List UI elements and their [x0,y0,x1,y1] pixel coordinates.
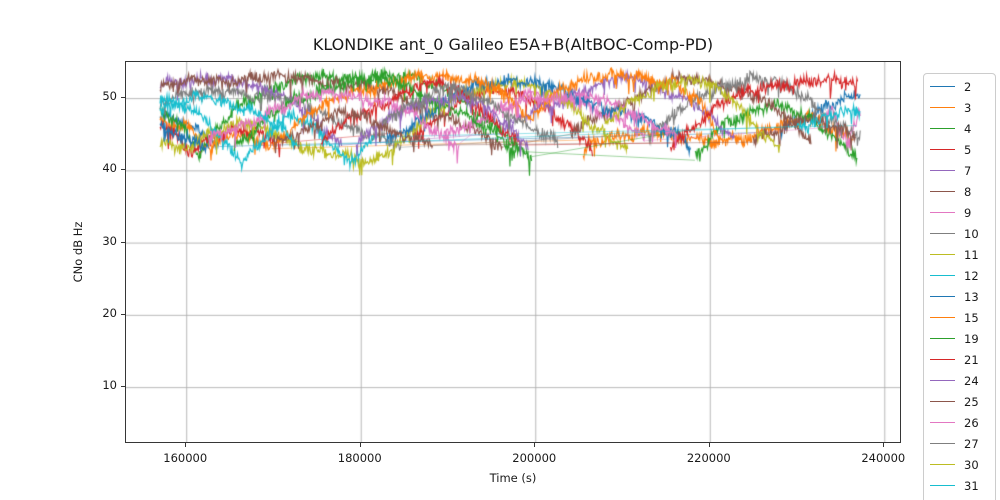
legend-label: 12 [964,268,979,283]
x-tick-label: 180000 [337,451,382,465]
legend-label: 7 [964,163,972,178]
y-tick-mark [121,241,125,243]
y-tick-label: 10 [102,378,117,393]
legend-line-swatch [930,233,955,234]
legend-label: 10 [964,226,979,241]
legend-entry-26: 26 [930,412,995,433]
x-tick-label: 220000 [686,451,731,465]
legend-line-swatch [930,485,955,486]
legend-line-swatch [930,170,955,171]
legend-entry-3: 3 [930,97,995,118]
y-tick-label: 40 [102,161,117,176]
x-tick-mark [534,443,536,447]
legend-entry-33: 33 [930,496,995,500]
legend-entry-13: 13 [930,286,995,307]
x-tick-mark [708,443,710,447]
legend-entry-30: 30 [930,454,995,475]
legend-entry-15: 15 [930,307,995,328]
legend-label: 4 [964,121,972,136]
x-tick-mark [359,443,361,447]
legend-entry-25: 25 [930,391,995,412]
legend-line-swatch [930,422,955,423]
legend-entry-7: 7 [930,160,995,181]
plot-canvas [126,62,900,442]
legend-line-swatch [930,275,955,276]
x-tick-label: 240000 [861,451,906,465]
legend-label: 19 [964,331,979,346]
legend-line-swatch [930,254,955,255]
legend-label: 3 [964,100,972,115]
legend-line-swatch [930,380,955,381]
legend-line-swatch [930,107,955,108]
x-axis-label: Time (s) [489,471,537,485]
y-tick-mark [121,169,125,171]
legend-line-swatch [930,359,955,360]
legend-entry-4: 4 [930,118,995,139]
legend-label: 13 [964,289,979,304]
legend-label: 27 [964,436,979,451]
legend-entry-2: 2 [930,76,995,97]
y-tick-label: 50 [102,89,117,104]
legend-label: 15 [964,310,979,325]
legend: 2 3 4 5 7 8 9 10 11 12 13 15 19 21 24 25 26 27 30 31 33 [923,73,996,500]
legend-entry-12: 12 [930,265,995,286]
legend-entry-10: 10 [930,223,995,244]
y-tick-mark [121,386,125,388]
legend-line-swatch [930,128,955,129]
legend-entry-11: 11 [930,244,995,265]
legend-line-swatch [930,191,955,192]
legend-entry-8: 8 [930,181,995,202]
legend-label: 21 [964,352,979,367]
legend-line-swatch [930,317,955,318]
legend-line-swatch [930,149,955,150]
legend-entry-5: 5 [930,139,995,160]
x-tick-mark [185,443,187,447]
y-tick-mark [121,97,125,99]
y-tick-mark [121,313,125,315]
chart-title: KLONDIKE ant_0 Galileo E5A+B(AltBOC-Comp… [312,35,714,54]
legend-label: 25 [964,394,979,409]
legend-label: 8 [964,184,972,199]
legend-label: 9 [964,205,972,220]
x-tick-label: 200000 [512,451,557,465]
legend-entry-21: 21 [930,349,995,370]
legend-label: 30 [964,457,979,472]
legend-label: 31 [964,478,979,493]
legend-label: 11 [964,247,979,262]
legend-entry-19: 19 [930,328,995,349]
legend-label: 5 [964,142,972,157]
legend-label: 26 [964,415,979,430]
legend-line-swatch [930,443,955,444]
legend-line-swatch [930,86,955,87]
legend-entry-27: 27 [930,433,995,454]
legend-entry-24: 24 [930,370,995,391]
x-tick-mark [883,443,885,447]
legend-entry-31: 31 [930,475,995,496]
x-tick-label: 160000 [163,451,208,465]
legend-entry-9: 9 [930,202,995,223]
plot-area [125,61,901,443]
legend-line-swatch [930,338,955,339]
legend-label: 24 [964,373,979,388]
legend-line-swatch [930,401,955,402]
legend-line-swatch [930,296,955,297]
legend-line-swatch [930,212,955,213]
y-tick-label: 30 [102,233,117,248]
y-tick-label: 20 [102,305,117,320]
legend-line-swatch [930,464,955,465]
legend-label: 2 [964,79,972,94]
